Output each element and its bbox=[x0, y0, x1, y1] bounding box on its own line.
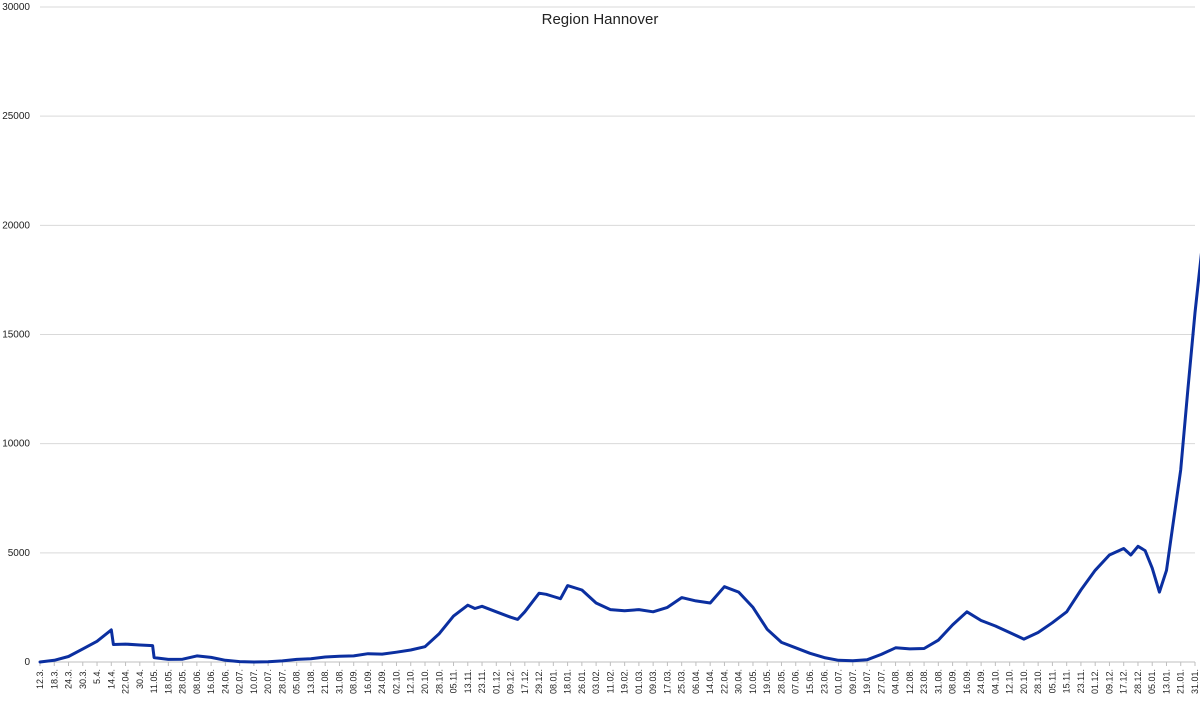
x-tick-label: 02.10. bbox=[391, 669, 401, 694]
x-tick-label: 09.03. bbox=[648, 669, 658, 694]
y-tick-label: 25000 bbox=[2, 111, 30, 122]
y-tick-label: 15000 bbox=[2, 330, 30, 341]
x-tick-label: 23.11. bbox=[1076, 669, 1086, 693]
y-axis-ticks: 0 5000 10000 15000 20000 25000 30000 bbox=[2, 2, 30, 668]
x-tick-label: 16.06. bbox=[206, 669, 216, 694]
x-tick-label: 24.09. bbox=[976, 669, 986, 694]
x-tick-label: 07.06. bbox=[791, 669, 801, 694]
x-tick-label: 15.06. bbox=[805, 669, 815, 694]
series-group bbox=[38, 252, 1200, 664]
x-tick-label: 20.07. bbox=[263, 669, 273, 694]
x-tick-label: 10.05. bbox=[748, 669, 758, 694]
x-tick-label: 23.06. bbox=[819, 669, 829, 694]
x-tick-label: 24.06. bbox=[220, 669, 230, 694]
x-tick-label: 08.06. bbox=[192, 669, 202, 694]
x-tick-label: 28.12. bbox=[1133, 669, 1143, 694]
x-tick-label: 08.01. bbox=[548, 669, 558, 694]
x-tick-label: 25.03. bbox=[677, 669, 687, 694]
x-tick-label: 14.4. bbox=[106, 669, 116, 689]
x-tick-label: 04.10. bbox=[990, 669, 1000, 694]
x-tick-label: 18.01. bbox=[563, 669, 573, 694]
x-tick-label: 08.09. bbox=[948, 669, 958, 694]
x-tick-label: 11.05. bbox=[149, 669, 159, 693]
y-tick-label: 5000 bbox=[8, 548, 31, 559]
x-tick-label: 12.3. bbox=[35, 669, 45, 689]
x-tick-label: 20.10. bbox=[1019, 669, 1029, 694]
y-tick-label: 20000 bbox=[2, 220, 30, 231]
chart-title: Region Hannover bbox=[542, 11, 659, 28]
x-tick-label: 22.04. bbox=[121, 669, 131, 694]
x-tick-label: 05.01. bbox=[1147, 669, 1157, 694]
x-tick-label: 18.05. bbox=[163, 669, 173, 694]
x-tick-label: 19.02. bbox=[620, 669, 630, 694]
y-tick-label: 0 bbox=[24, 657, 30, 668]
x-tick-label: 02.07. bbox=[235, 669, 245, 694]
x-tick-label: 21.01. bbox=[1176, 669, 1186, 694]
x-tick-label: 16.09. bbox=[962, 669, 972, 694]
x-tick-label: 28.05. bbox=[178, 669, 188, 694]
x-tick-label: 18.3. bbox=[49, 669, 59, 689]
x-tick-label: 23.11. bbox=[477, 669, 487, 693]
x-tick-label: 17.12. bbox=[520, 669, 530, 694]
x-tick-label: 24.09. bbox=[377, 669, 387, 694]
x-tick-label: 10.07. bbox=[249, 669, 259, 694]
x-tick-label: 13.08. bbox=[306, 669, 316, 694]
y-tick-label: 30000 bbox=[2, 2, 30, 13]
x-tick-label: 28.07. bbox=[277, 669, 287, 694]
x-tick-label: 05.11. bbox=[449, 669, 459, 693]
x-tick-label: 21.08. bbox=[320, 669, 330, 694]
x-tick-label: 28.05. bbox=[776, 669, 786, 694]
x-tick-label: 19.05. bbox=[762, 669, 772, 694]
x-tick-label: 31.01. bbox=[1190, 669, 1200, 694]
x-tick-label: 09.07. bbox=[848, 669, 858, 694]
x-tick-label: 04.08. bbox=[891, 669, 901, 694]
x-tick-label: 01.12. bbox=[491, 669, 501, 694]
x-tick-label: 31.08. bbox=[334, 669, 344, 694]
x-tick-label: 05.11. bbox=[1047, 669, 1057, 693]
x-tick-label: 06.04. bbox=[691, 669, 701, 694]
gridlines bbox=[40, 6, 1195, 663]
x-tick-label: 20.10. bbox=[420, 669, 430, 694]
x-tick-label: 17.12. bbox=[1119, 669, 1129, 694]
x-tick-label: 09.12. bbox=[1104, 669, 1114, 694]
x-tick-label: 30.3. bbox=[78, 669, 88, 689]
x-tick-label: 28.10. bbox=[1033, 669, 1043, 694]
x-tick-label: 11.02. bbox=[605, 669, 615, 693]
x-tick-label: 31.08. bbox=[933, 669, 943, 694]
x-tick-label: 17.03. bbox=[662, 669, 672, 694]
x-tick-label: 22.04. bbox=[719, 669, 729, 694]
series-line bbox=[38, 252, 1200, 664]
x-tick-label: 12.08. bbox=[905, 669, 915, 694]
x-tick-label: 5.4. bbox=[92, 669, 102, 684]
x-tick-label: 09.12. bbox=[506, 669, 516, 694]
x-tick-label: 28.10. bbox=[434, 669, 444, 694]
x-tick-label: 01.12. bbox=[1090, 669, 1100, 694]
x-tick-label: 26.01. bbox=[577, 669, 587, 694]
x-tick-label: 29.12. bbox=[534, 669, 544, 694]
x-tick-label: 13.11. bbox=[463, 669, 473, 693]
x-tick-label: 30.4. bbox=[135, 669, 145, 689]
x-tick-label: 01.07. bbox=[834, 669, 844, 694]
x-axis-ticks: 12.3. 18.3. 24.3. 30.3. 5.4. 14.4. 22.04. 30.4.… bbox=[35, 662, 1200, 694]
x-tick-label: 15.11. bbox=[1062, 669, 1072, 693]
x-tick-label: 13.01. bbox=[1161, 669, 1171, 694]
x-tick-label: 19.07. bbox=[862, 669, 872, 694]
x-tick-label: 12.10. bbox=[1005, 669, 1015, 694]
x-tick-label: 14.04. bbox=[705, 669, 715, 694]
x-tick-label: 08.09. bbox=[349, 669, 359, 694]
y-tick-label: 10000 bbox=[2, 439, 30, 450]
x-tick-label: 03.02. bbox=[591, 669, 601, 694]
x-tick-label: 05.08. bbox=[292, 669, 302, 694]
x-tick-label: 23.08. bbox=[919, 669, 929, 694]
x-tick-label: 24.3. bbox=[64, 669, 74, 689]
x-tick-label: 16.09. bbox=[363, 669, 373, 694]
x-tick-label: 30.04. bbox=[734, 669, 744, 694]
x-tick-label: 12.10. bbox=[406, 669, 416, 694]
x-tick-label: 01.03. bbox=[634, 669, 644, 694]
x-tick-label: 27.07. bbox=[876, 669, 886, 694]
